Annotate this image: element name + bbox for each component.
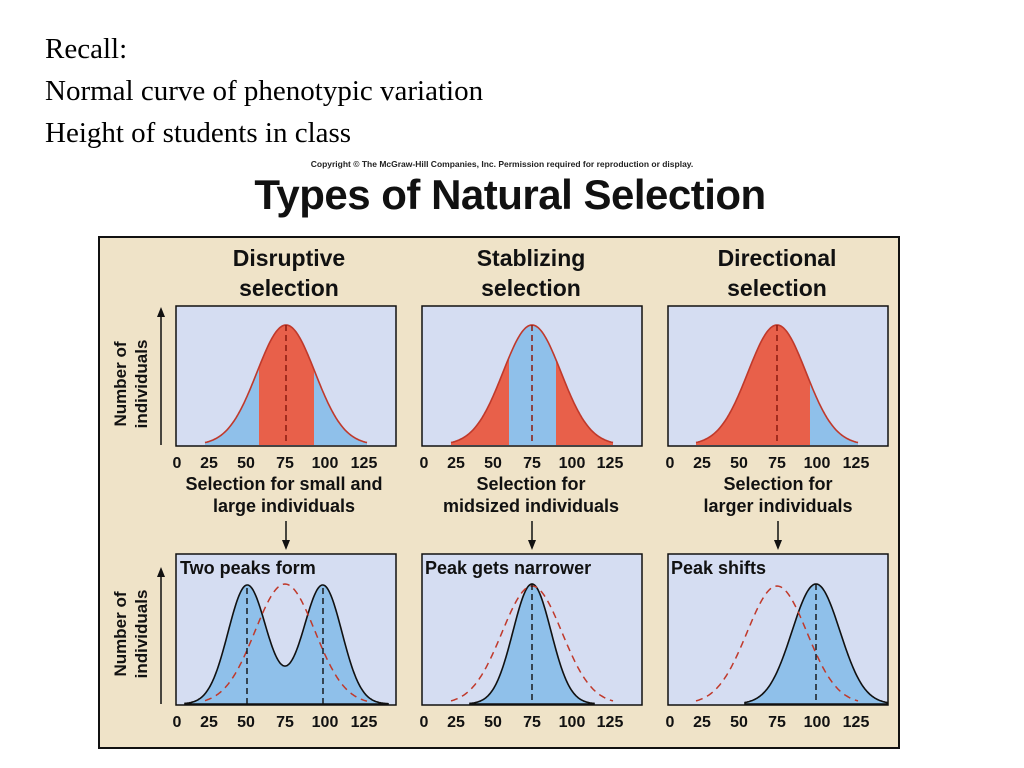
directional-original-curve-dashed [695,585,859,702]
y-axis-label-bottom-line1: Number of [111,591,130,676]
x-tick-100: 100 [804,455,831,472]
x-tick-100: 100 [312,455,339,472]
panel-stabilizing-header-line2: selection [481,275,581,301]
y-axis-label-bottom-line2: individuals [132,590,151,679]
panel-disruptive-caption-line2: large individuals [213,496,355,516]
y-axis-arrow-bottom [157,567,165,704]
x-tick-25: 25 [200,714,218,731]
panel-directional-header-line1: Directional [718,245,837,271]
x-tick-50: 50 [237,714,255,731]
x-tick-75: 75 [523,714,541,731]
directional-bottom-x-ticks: 0 25 50 75 100 125 [666,714,870,731]
panel-stabilizing: Stablizing selection 0 25 50 75 100 125 … [420,245,643,731]
x-tick-50: 50 [730,455,748,472]
panel-directional-result-label: Peak shifts [671,558,766,578]
intro-text: Recall: Normal curve of phenotypic varia… [45,28,483,154]
x-tick-0: 0 [666,455,675,472]
x-tick-125: 125 [843,714,870,731]
x-tick-100: 100 [559,455,586,472]
panel-disruptive-result-label: Two peaks form [180,558,316,578]
panel-directional-caption-line1: Selection for [723,474,832,494]
x-tick-25: 25 [447,455,465,472]
x-tick-0: 0 [173,455,182,472]
stabilizing-top-x-ticks: 0 25 50 75 100 125 [420,455,624,472]
panel-stabilizing-caption-line1: Selection for [476,474,585,494]
x-tick-75: 75 [768,455,786,472]
x-tick-50: 50 [484,714,502,731]
panel-directional: Directional selection 0 25 50 75 100 125… [666,245,889,731]
intro-line-height: Height of students in class [45,117,352,149]
x-tick-125: 125 [597,455,624,472]
x-tick-75: 75 [276,455,294,472]
x-tick-75: 75 [768,714,786,731]
x-tick-125: 125 [351,714,378,731]
disruptive-bottom-x-ticks: 0 25 50 75 100 125 [173,714,378,731]
x-tick-0: 0 [420,455,429,472]
y-axis-arrow-top [157,307,165,445]
intro-line-normal-curve: Normal curve of phenotypic variation [45,75,484,107]
panel-directional-header-line2: selection [727,275,827,301]
intro-line-recall: Recall: [45,33,128,65]
x-tick-100: 100 [804,714,831,731]
x-tick-0: 0 [420,714,429,731]
y-axis-label-top-line1: Number of [111,341,130,426]
panel-stabilizing-header-line1: Stablizing [477,245,586,271]
disruptive-top-x-ticks: 0 25 50 75 100 125 [173,455,378,472]
x-tick-25: 25 [693,714,711,731]
panel-disruptive-header-line1: Disruptive [233,245,345,271]
figure-title: Types of Natural Selection [254,171,766,218]
directional-selected-region [696,325,810,445]
disruptive-original-curve-dashed [204,583,368,702]
x-tick-50: 50 [730,714,748,731]
x-tick-50: 50 [484,455,502,472]
y-axis-label-top-line2: individuals [132,340,151,429]
stabilizing-bottom-x-ticks: 0 25 50 75 100 125 [420,714,624,731]
figure-copyright: Copyright © The McGraw-Hill Companies, I… [310,159,694,169]
x-tick-125: 125 [843,455,870,472]
panel-disruptive: Disruptive selection 0 25 50 75 100 125 … [173,245,397,731]
x-tick-125: 125 [597,714,624,731]
panel-stabilizing-caption-line2: midsized individuals [443,496,619,516]
panel-disruptive-header-line2: selection [239,275,339,301]
x-tick-75: 75 [276,714,294,731]
panel-stabilizing-result-label: Peak gets narrower [425,558,591,578]
x-tick-125: 125 [351,455,378,472]
directional-top-x-ticks: 0 25 50 75 100 125 [666,455,870,472]
x-tick-100: 100 [559,714,586,731]
panel-disruptive-down-arrow [282,521,290,550]
panel-directional-down-arrow [774,521,782,550]
panel-disruptive-caption-line1: Selection for small and [185,474,382,494]
x-tick-75: 75 [523,455,541,472]
x-tick-25: 25 [447,714,465,731]
x-tick-100: 100 [312,714,339,731]
x-tick-0: 0 [173,714,182,731]
x-tick-25: 25 [693,455,711,472]
x-tick-0: 0 [666,714,675,731]
x-tick-50: 50 [237,455,255,472]
panel-stabilizing-down-arrow [528,521,536,550]
x-tick-25: 25 [200,455,218,472]
panel-directional-caption-line2: larger individuals [703,496,852,516]
